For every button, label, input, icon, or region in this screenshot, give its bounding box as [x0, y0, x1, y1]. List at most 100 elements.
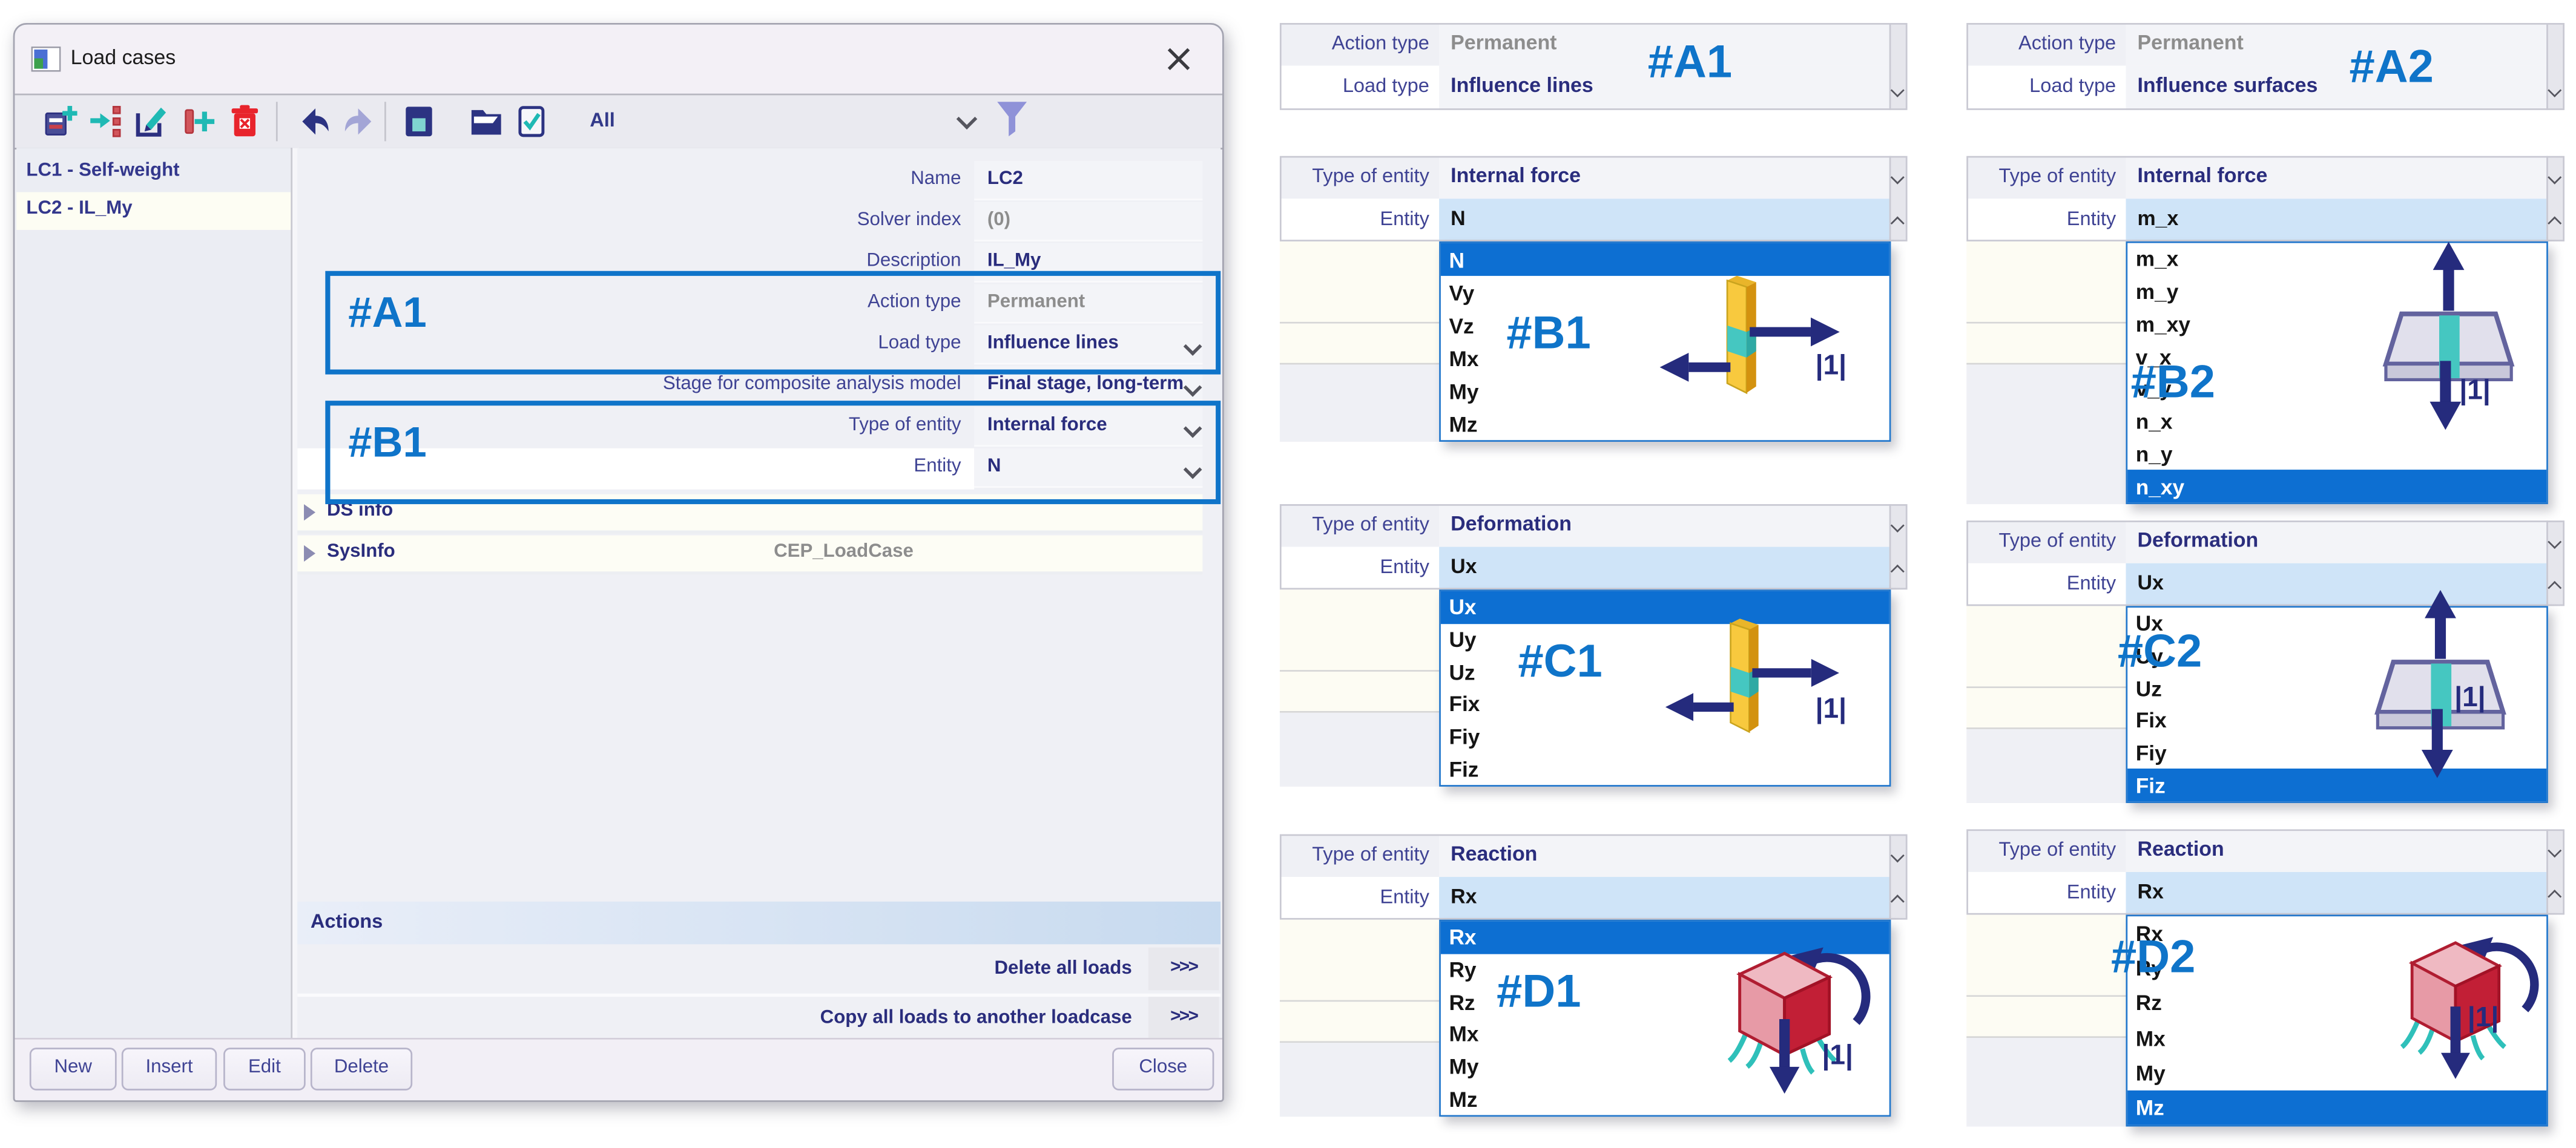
chevron-down-icon[interactable]: [1890, 170, 1905, 185]
dropdown-option[interactable]: m_y: [2135, 279, 2179, 304]
dropdown-option[interactable]: Uy: [2135, 643, 2163, 669]
dropdown-option[interactable]: Uy: [1449, 627, 1477, 652]
delete-all-loads-button[interactable]: >>>: [1148, 947, 1219, 991]
delete-button[interactable]: Delete: [310, 1048, 413, 1091]
splitter[interactable]: [291, 148, 299, 1038]
dropdown-chevron-icon[interactable]: [956, 108, 978, 130]
type-of-entity-select[interactable]: Internal force: [2126, 156, 2548, 199]
new-button[interactable]: New: [29, 1048, 117, 1091]
dropdown-option[interactable]: v_x: [2135, 344, 2172, 369]
description-field[interactable]: IL_My: [974, 243, 1203, 283]
list-item[interactable]: LC1 - Self-weight: [26, 160, 180, 181]
edit-button[interactable]: Edit: [223, 1048, 306, 1091]
entity-select[interactable]: Ux: [1439, 546, 1891, 590]
list-item-selected[interactable]: LC2 - IL_My: [16, 192, 291, 230]
dropdown-option[interactable]: Vz: [1449, 312, 1474, 338]
entity-select[interactable]: Rx: [2126, 871, 2548, 915]
group-row-ds-info[interactable]: DS info: [297, 494, 1203, 534]
insert-button[interactable]: Insert: [121, 1048, 217, 1091]
dropdown-option[interactable]: Mx: [1449, 1022, 1479, 1047]
dropdown-option[interactable]: n_y: [2135, 441, 2173, 467]
dropdown-option[interactable]: Ry: [2135, 956, 2163, 981]
chevron-down-icon[interactable]: [2548, 170, 2562, 185]
dropdown-option[interactable]: Fiz: [2127, 769, 2547, 802]
dropdown-option[interactable]: Rz: [1449, 989, 1475, 1015]
dropdown-option[interactable]: n_x: [2135, 409, 2173, 434]
entity-select[interactable]: N: [974, 448, 1203, 488]
dropdown-option[interactable]: Ux: [2135, 611, 2163, 637]
dropdown-option[interactable]: Fiz: [1449, 756, 1479, 781]
chevron-down-icon[interactable]: [2548, 534, 2562, 549]
dropdown-option[interactable]: N: [1440, 243, 1889, 276]
copy-icon[interactable]: [181, 103, 217, 140]
type-of-entity-select[interactable]: Reaction: [2126, 829, 2548, 872]
chevron-up-icon[interactable]: [2548, 216, 2562, 231]
dropdown-option[interactable]: Rx: [2135, 921, 2163, 946]
select-box-icon[interactable]: [401, 103, 437, 140]
close-button[interactable]: Close: [1112, 1048, 1214, 1091]
group-row-sysinfo[interactable]: SysInfo CEP_LoadCase: [297, 535, 1203, 575]
name-field[interactable]: LC2: [974, 160, 1203, 201]
type-of-entity-select[interactable]: Deformation: [1439, 504, 1891, 547]
dropdown-option[interactable]: My: [1449, 378, 1479, 404]
chevron-up-icon[interactable]: [2548, 890, 2562, 904]
dropdown-option[interactable]: Vy: [1449, 280, 1475, 305]
dropdown-option[interactable]: My: [2135, 1060, 2166, 1086]
chevron-down-icon[interactable]: [1890, 518, 1905, 533]
dropdown-option[interactable]: Mx: [1449, 346, 1479, 370]
chevron-up-icon[interactable]: [2548, 580, 2562, 595]
dropdown-option[interactable]: My: [1449, 1054, 1479, 1079]
type-of-entity-select[interactable]: Reaction: [1439, 834, 1891, 877]
chevron-down-icon[interactable]: [2548, 844, 2562, 858]
filter-combo[interactable]: All: [590, 108, 615, 132]
chevron-down-icon[interactable]: [1890, 83, 1905, 97]
dropdown-option[interactable]: Mz: [2127, 1090, 2547, 1125]
chevron-down-icon[interactable]: [2548, 83, 2562, 97]
chevron-up-icon[interactable]: [1890, 216, 1905, 231]
dropdown-option[interactable]: Rx: [1440, 921, 1889, 954]
chevron-down-icon[interactable]: [1890, 848, 1905, 863]
expander-icon[interactable]: [304, 545, 316, 562]
type-of-entity-select[interactable]: Deformation: [2126, 520, 2548, 563]
dropdown-option[interactable]: Uz: [2135, 676, 2162, 701]
new-icon[interactable]: [43, 103, 79, 140]
expander-icon[interactable]: [304, 504, 316, 521]
dropdown-option[interactable]: Ux: [1440, 591, 1889, 624]
close-icon[interactable]: [1160, 39, 1199, 79]
folder-icon[interactable]: [468, 103, 504, 140]
accept-icon[interactable]: [514, 103, 550, 140]
dropdown-option[interactable]: Ry: [1449, 957, 1477, 982]
load-type-select[interactable]: Influence lines: [974, 325, 1203, 365]
insert-icon[interactable]: [89, 103, 125, 140]
entity-select[interactable]: m_x: [2126, 198, 2548, 241]
stage-select[interactable]: Final stage, long-term: [974, 366, 1203, 406]
dropdown-option[interactable]: Rz: [2135, 991, 2162, 1016]
dropdown-option[interactable]: n_xy: [2127, 470, 2547, 503]
dropdown-option[interactable]: Fiy: [2135, 740, 2167, 766]
dropdown-option[interactable]: Fix: [1449, 692, 1480, 717]
dropdown-option[interactable]: Uz: [1449, 659, 1475, 684]
dropdown-option[interactable]: Fiy: [1449, 724, 1480, 749]
edit-icon[interactable]: [133, 103, 170, 140]
entity-select[interactable]: Ux: [2126, 563, 2548, 606]
chevron-up-icon[interactable]: [1890, 564, 1905, 579]
dropdown-option[interactable]: v_y: [2135, 376, 2172, 402]
chevron-up-icon[interactable]: [1890, 894, 1905, 909]
dropdown-option[interactable]: Mz: [1449, 411, 1478, 436]
type-of-entity-select[interactable]: Internal force: [974, 407, 1203, 447]
entity-select[interactable]: N: [1439, 198, 1891, 241]
load-type-select[interactable]: Influence lines: [1439, 65, 1891, 110]
dropdown-option[interactable]: m_xy: [2135, 312, 2190, 336]
filter-funnel-icon[interactable]: [994, 100, 1030, 140]
type-of-entity-select[interactable]: Internal force: [1439, 156, 1891, 199]
dropdown-option[interactable]: m_x: [2135, 247, 2179, 272]
undo-icon[interactable]: [297, 103, 334, 140]
dropdown-option[interactable]: Fix: [2135, 708, 2167, 733]
dropdown-option[interactable]: Mx: [2135, 1025, 2166, 1051]
redo-icon[interactable]: [340, 103, 377, 140]
entity-select[interactable]: Rx: [1439, 877, 1891, 920]
copy-all-loads-button[interactable]: >>>: [1148, 997, 1219, 1038]
dropdown-option[interactable]: Mz: [1449, 1086, 1478, 1112]
load-type-select[interactable]: Influence surfaces: [2126, 65, 2548, 110]
delete-icon[interactable]: [226, 103, 263, 140]
